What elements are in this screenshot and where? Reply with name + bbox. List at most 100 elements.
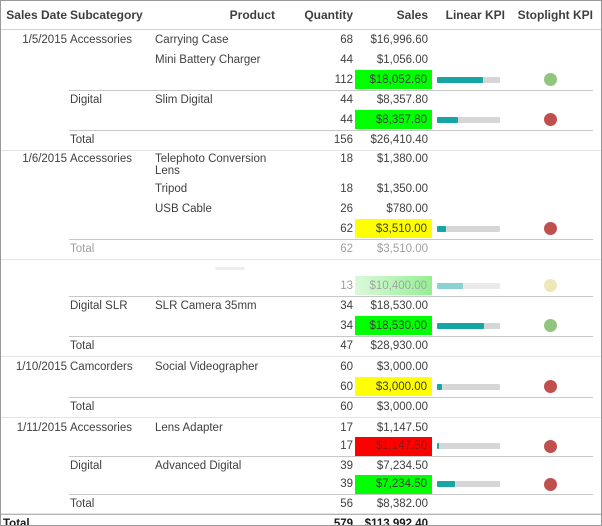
linear-kpi-fill [437,282,464,289]
column-header-subcategory: Subcategory [70,8,143,22]
subcategory-cell: Camcorders [70,361,133,373]
product-cell: Social Videographer [155,361,259,373]
column-header-sales-date: Sales Date [6,8,67,22]
sales-cell: $1,380.00 [376,153,428,165]
table-header-row: Sales Date Subcategory Product Quantity … [1,1,601,30]
product-cell: Carrying Case [155,34,229,46]
linear-kpi-fill [437,443,439,449]
linear-kpi-fill [437,225,446,232]
table-row: USB Cable 26 $780.00 [1,199,601,219]
product-cell: USB Cable [155,203,212,215]
grand-total-label: Total [3,518,30,526]
quantity-cell: 60 [340,401,353,413]
quantity-cell: 26 [340,203,353,215]
sales-date-cell: 1/11/2015 [16,421,67,434]
quantity-cell: 62 [340,243,353,255]
linear-kpi-bar [437,383,500,390]
quantity-cell: 47 [340,340,353,352]
linear-kpi-bar [437,481,500,487]
product-cell: Tripod [155,183,188,195]
stoplight-kpi-dot [543,380,557,393]
sales-cell: $7,234.50 [376,459,428,472]
table-row: 1/11/2015 Accessories Lens Adapter 17 $1… [1,418,601,437]
sales-kpi-cell: $8,357.80 [355,110,432,129]
quantity-cell: 579 [333,518,353,526]
stoplight-kpi-dot [543,113,557,126]
table-row: Total 62 $3,510.00 [1,239,601,260]
product-cell: Slim Digital [155,94,213,106]
linear-kpi-bar [437,443,500,449]
subcategory-cell: Total [70,243,95,255]
quantity-cell: 156 [333,134,353,146]
subcategory-cell: Accessories [70,421,132,434]
table-row: Total 156 $26,410.40 [1,130,601,151]
sales-date-cell: 1/6/2015 [22,153,67,165]
table-row: 34 $18,530.00 [1,316,601,337]
table-row: 62 $3,510.00 [1,219,601,240]
sales-cell: $3,510.00 [376,243,428,255]
sales-kpi-cell: $10,400.00 [355,276,432,295]
table-row: 1/5/2015 Accessories Carrying Case 68 $1… [1,30,601,50]
sales-cell: $1,056.00 [376,54,428,66]
sales-cell: $1,147.50 [376,421,428,434]
sales-cell: $1,350.00 [376,183,428,195]
subcategory-cell: Accessories [70,34,132,46]
table-row: 17 $1,147.50 [1,436,601,457]
sales-cell: $8,382.00 [376,497,428,510]
product-cell: Lens Adapter [155,421,223,434]
column-header-linear-kpi: Linear KPI [445,8,505,22]
stoplight-kpi-dot [543,222,557,235]
column-header-stoplight-kpi: Stoplight KPI [517,8,593,22]
quantity-cell: 44 [340,113,353,126]
quantity-cell: 39 [340,459,353,472]
quantity-cell: 17 [340,421,353,434]
table-row: 60 $3,000.00 [1,377,601,398]
subcategory-cell: Digital [70,459,102,472]
stoplight-kpi-dot [543,73,557,86]
table-row: Digital Advanced Digital 39 $7,234.50 [1,456,601,475]
quantity-cell: 34 [340,300,353,312]
subcategory-cell: Total [70,401,95,413]
column-header-product: Product [229,8,275,22]
linear-kpi-bar [437,322,500,329]
quantity-cell: 17 [340,440,353,452]
linear-kpi-bar [437,116,500,123]
table-row: Digital SLR SLR Camera 35mm 34 $18,530.0… [1,296,601,316]
stoplight-kpi-dot [543,319,557,332]
column-header-quantity: Quantity [304,8,353,22]
quantity-cell: 60 [340,361,353,373]
table-row: 1/10/2015 Camcorders Social Videographer… [1,357,601,377]
quantity-cell: 34 [340,319,353,332]
table-row: Mini Battery Charger 44 $1,056.00 [1,50,601,70]
quantity-cell: 62 [340,222,353,235]
quantity-cell: 39 [340,478,353,490]
sales-kpi-cell: $7,234.50 [355,474,432,494]
stoplight-kpi-dot [543,439,557,453]
subcategory-cell: Total [70,134,95,146]
faded-row-remnant [215,266,245,270]
quantity-cell: 60 [340,380,353,393]
table-row: 1/6/2015 Accessories Telephoto Conversio… [1,151,601,179]
table-body: 1/5/2015 Accessories Carrying Case 68 $1… [1,30,601,526]
sales-cell: $16,996.60 [370,34,428,46]
table-row: Tripod 18 $1,350.00 [1,179,601,199]
product-cell: SLR Camera 35mm [155,300,257,312]
linear-kpi-bar [437,76,500,83]
product-cell: Mini Battery Charger [155,54,261,66]
sales-cell: $780.00 [386,203,428,215]
sales-cell: $28,930.00 [370,340,428,352]
quantity-cell: 68 [340,34,353,46]
table-row: 112 $18,052.60 [1,70,601,91]
sales-kpi-cell: $18,052.60 [355,70,432,89]
subcategory-cell: Total [70,340,95,352]
linear-kpi-bar [437,282,500,289]
quantity-cell: 112 [334,73,353,86]
table-row: Total 56 $8,382.00 [1,494,601,514]
sales-kpi-cell: $1,147.50 [355,436,432,456]
sales-cell: $18,530.00 [370,300,428,312]
product-cell: Advanced Digital [155,459,242,472]
quantity-cell: 44 [340,54,353,66]
sales-cell: $8,357.80 [376,94,428,106]
subcategory-cell: Digital [70,94,102,106]
